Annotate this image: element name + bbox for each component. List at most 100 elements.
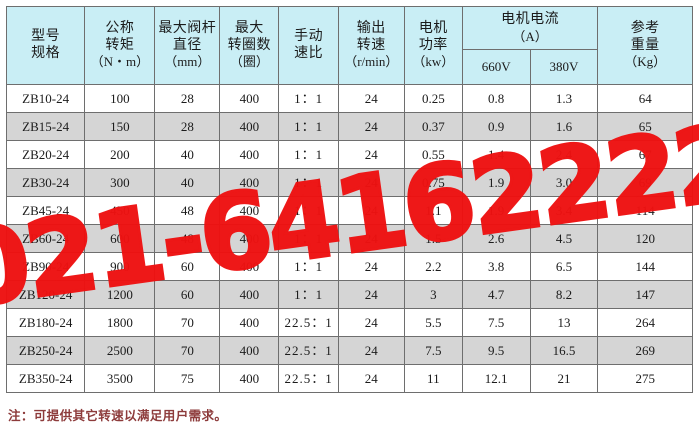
cell-current-660v: 1.4	[461, 140, 531, 169]
cell-model: ZB350-24	[5, 364, 86, 393]
cell-current-380v: 8.2	[529, 280, 599, 309]
cell-motor-power: 0.25	[403, 84, 463, 113]
cell-current-380v: 2.4	[529, 140, 599, 169]
cell-torque: 150	[84, 112, 156, 141]
cell-current-660v: 7.5	[461, 308, 531, 337]
cell-manual-ratio: 1：1	[278, 84, 339, 113]
cell-weight: 120	[597, 224, 693, 253]
cell-current-380v: 4.5	[529, 224, 599, 253]
cell-max-turns: 400	[219, 364, 280, 393]
cell-weight: 65	[597, 112, 693, 141]
table-row: ZB60-24 600 48 400 1：1 24 1.5 2.6 4.5 120	[5, 224, 693, 253]
header-row-sub: 660V 380V	[7, 49, 693, 85]
cell-motor-power: 0.55	[403, 140, 463, 169]
cell-manual-ratio: 1：1	[278, 140, 339, 169]
col-header-output-speed: 输出 转速 （r/min）	[337, 6, 405, 85]
spec-sheet-page: 型号 规格 公称 转矩 （N・m） 最大阀杆 直径 （mm） 最大 转圈数 （圈…	[0, 6, 699, 425]
cell-motor-power: 0.37	[403, 112, 463, 141]
cell-weight: 264	[597, 308, 693, 337]
cell-current-380v: 6.5	[529, 252, 599, 281]
cell-max-turns: 400	[219, 224, 280, 253]
cell-manual-ratio: 1：1	[278, 168, 339, 197]
cell-current-660v: 1.9	[461, 168, 531, 197]
cell-manual-ratio: 22.5：1	[278, 308, 339, 337]
cell-weight: 69	[597, 168, 693, 197]
cell-stem-diameter: 70	[154, 336, 221, 365]
cell-torque: 450	[84, 196, 156, 225]
col-header-stem-diameter: 最大阀杆 直径 （mm）	[154, 6, 221, 85]
cell-weight: 114	[597, 196, 693, 225]
cell-output-speed: 24	[337, 308, 405, 337]
cell-output-speed: 24	[337, 336, 405, 365]
table-header: 型号 规格 公称 转矩 （N・m） 最大阀杆 直径 （mm） 最大 转圈数 （圈…	[5, 6, 693, 85]
col-header-torque: 公称 转矩 （N・m）	[84, 6, 156, 85]
cell-weight: 269	[597, 336, 693, 365]
table-row: ZB20-24 200 40 400 1：1 24 0.55 1.4 2.4 67	[5, 140, 693, 169]
cell-stem-diameter: 40	[154, 140, 221, 169]
cell-stem-diameter: 60	[154, 280, 221, 309]
cell-manual-ratio: 1：1	[278, 252, 339, 281]
table-row: ZB10-24 100 28 400 1：1 24 0.25 0.8 1.3 64	[5, 84, 693, 113]
cell-current-380v: 21	[529, 364, 599, 393]
cell-weight: 275	[597, 364, 693, 393]
table-row: ZB30-24 300 40 400 1：1 24 0.75 1.9 3.0 69	[5, 168, 693, 197]
table-row: ZB45-24 450 48 400 1：1 24 1.1 1.9 3.4 114	[5, 196, 693, 225]
cell-output-speed: 24	[337, 252, 405, 281]
cell-max-turns: 400	[219, 280, 280, 309]
col-header-manual-ratio: 手动 速比	[278, 6, 339, 85]
cell-current-660v: 3.8	[461, 252, 531, 281]
cell-model: ZB250-24	[5, 336, 86, 365]
cell-manual-ratio: 1：1	[278, 224, 339, 253]
cell-weight: 147	[597, 280, 693, 309]
cell-current-380v: 1.6	[529, 112, 599, 141]
col-header-max-turns: 最大 转圈数 （圈）	[219, 6, 280, 85]
cell-max-turns: 400	[219, 308, 280, 337]
cell-model: ZB180-24	[5, 308, 86, 337]
cell-output-speed: 24	[337, 280, 405, 309]
cell-current-660v: 2.6	[461, 224, 531, 253]
cell-current-380v: 1.3	[529, 84, 599, 113]
cell-model: ZB60-24	[5, 224, 86, 253]
table-row: ZB15-24 150 28 400 1：1 24 0.37 0.9 1.6 65	[5, 112, 693, 141]
col-header-model: 型号 规格	[5, 6, 86, 85]
specification-table: 型号 规格 公称 转矩 （N・m） 最大阀杆 直径 （mm） 最大 转圈数 （圈…	[5, 6, 693, 393]
cell-motor-power: 2.2	[403, 252, 463, 281]
cell-motor-power: 5.5	[403, 308, 463, 337]
table-row: ZB180-24 1800 70 400 22.5：1 24 5.5 7.5 13 264	[5, 308, 693, 337]
cell-manual-ratio: 22.5：1	[278, 336, 339, 365]
cell-manual-ratio: 1：1	[278, 196, 339, 225]
cell-motor-power: 0.75	[403, 168, 463, 197]
cell-torque: 3500	[84, 364, 156, 393]
cell-model: ZB90-24	[5, 252, 86, 281]
cell-max-turns: 400	[219, 140, 280, 169]
cell-current-380v: 16.5	[529, 336, 599, 365]
cell-torque: 600	[84, 224, 156, 253]
cell-model: ZB30-24	[5, 168, 86, 197]
cell-torque: 1200	[84, 280, 156, 309]
cell-torque: 900	[84, 252, 156, 281]
cell-output-speed: 24	[337, 168, 405, 197]
cell-model: ZB20-24	[5, 140, 86, 169]
footnote: 注：可提供其它转速以满足用户需求。	[8, 408, 228, 423]
cell-stem-diameter: 75	[154, 364, 221, 393]
cell-stem-diameter: 48	[154, 196, 221, 225]
table-row: ZB90-24 900 60 400 1：1 24 2.2 3.8 6.5 144	[5, 252, 693, 281]
cell-current-380v: 3.0	[529, 168, 599, 197]
cell-torque: 200	[84, 140, 156, 169]
cell-max-turns: 400	[219, 252, 280, 281]
cell-max-turns: 400	[219, 336, 280, 365]
cell-output-speed: 24	[337, 224, 405, 253]
cell-stem-diameter: 48	[154, 224, 221, 253]
cell-torque: 100	[84, 84, 156, 113]
cell-output-speed: 24	[337, 84, 405, 113]
header-row-top: 型号 规格 公称 转矩 （N・m） 最大阀杆 直径 （mm） 最大 转圈数 （圈…	[5, 6, 693, 85]
cell-motor-power: 11	[403, 364, 463, 393]
cell-max-turns: 400	[219, 112, 280, 141]
cell-stem-diameter: 28	[154, 112, 221, 141]
col-header-current-380v: 380V	[529, 49, 599, 85]
col-header-motor-current-group: 电机电流 （A）	[461, 6, 599, 50]
cell-model: ZB45-24	[5, 196, 86, 225]
cell-output-speed: 24	[337, 364, 405, 393]
cell-torque: 300	[84, 168, 156, 197]
cell-current-660v: 12.1	[461, 364, 531, 393]
